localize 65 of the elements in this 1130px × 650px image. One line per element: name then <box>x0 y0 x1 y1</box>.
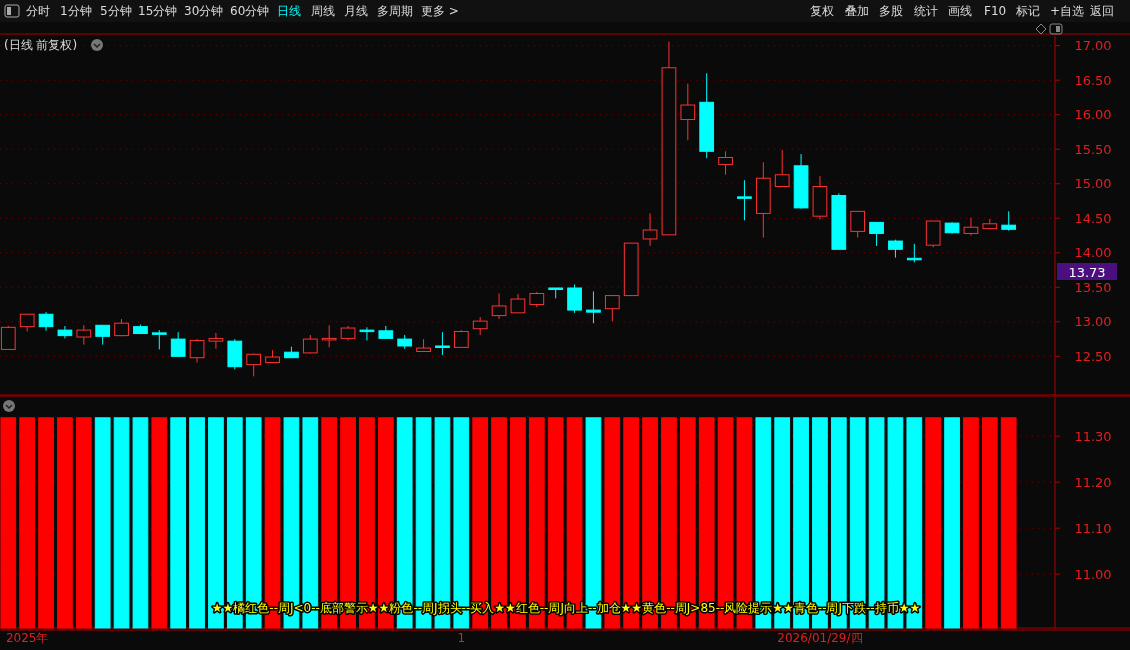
candlestick <box>850 210 866 239</box>
candlestick <box>586 290 601 324</box>
text: 15分钟 <box>138 4 178 18</box>
candlestick <box>642 212 658 247</box>
candlestick <box>38 311 54 332</box>
candlestick <box>170 331 186 357</box>
candlestick <box>435 331 450 356</box>
candlestick <box>680 83 696 141</box>
y-tick-label: 11.20 <box>1074 474 1112 490</box>
y-tick-label: 16.00 <box>1074 107 1112 123</box>
text: 1分钟 <box>60 4 92 18</box>
y-tick-label: 13.50 <box>1074 279 1112 295</box>
y-tick-label: 13.00 <box>1074 314 1112 330</box>
candlestick <box>95 324 111 346</box>
candlestick <box>718 150 733 176</box>
text: 5分钟 <box>100 4 132 18</box>
text: +自选 <box>1050 4 1085 18</box>
candlestick <box>510 293 526 314</box>
y-tick-label: 15.50 <box>1074 141 1112 157</box>
text: 统计 <box>914 4 938 18</box>
candlestick <box>302 334 318 355</box>
candlestick <box>491 293 507 320</box>
text: 月线 <box>344 4 368 18</box>
text: 多股 <box>879 4 903 18</box>
text: 30分钟 <box>184 4 224 18</box>
text: 日线 <box>277 4 301 18</box>
x-tick-label: 2025年 <box>5 631 49 645</box>
text: 分时 <box>26 4 50 18</box>
y-tick-label: 16.50 <box>1074 72 1112 88</box>
y-tick-label: 11.30 <box>1074 428 1112 444</box>
y-tick-label: 11.10 <box>1074 520 1112 536</box>
y-tick-label: 14.50 <box>1074 210 1112 226</box>
candlestick <box>869 221 884 247</box>
text: 返回 <box>1090 4 1114 18</box>
candlestick <box>604 295 620 322</box>
text: 周线 <box>311 4 335 18</box>
candlestick <box>963 217 979 237</box>
candlestick <box>1001 210 1017 232</box>
candlestick <box>321 324 337 348</box>
x-tick-label: 2026/01/29/四 <box>777 631 863 645</box>
x-tick-label: 1 <box>457 631 466 645</box>
text: 更多 > <box>421 4 459 18</box>
text: 复权 <box>810 4 834 18</box>
text: F10 <box>984 4 1007 18</box>
candlestick <box>189 338 205 364</box>
y-tick-label: 14.00 <box>1074 245 1112 261</box>
candlestick <box>567 284 582 314</box>
text: 13.73 <box>1068 264 1106 280</box>
candlestick <box>208 332 224 350</box>
candlestick <box>737 179 752 221</box>
y-tick-label: 11.00 <box>1074 566 1112 582</box>
text: 叠加 <box>845 4 869 18</box>
text: 60分钟 <box>230 4 270 18</box>
candlestick <box>359 326 375 341</box>
text: 标记 <box>1015 4 1040 18</box>
candlestick <box>76 324 92 346</box>
candlestick <box>774 149 790 187</box>
text: 画线 <box>948 4 972 18</box>
candlestick <box>151 329 167 350</box>
text: 多周期 <box>377 4 413 18</box>
y-tick-label: 12.50 <box>1074 348 1112 364</box>
y-tick-label: 15.00 <box>1074 176 1112 192</box>
chart-title: (日线 前复权) <box>4 38 78 52</box>
candlestick <box>0 325 16 350</box>
y-tick-label: 17.00 <box>1074 38 1112 54</box>
